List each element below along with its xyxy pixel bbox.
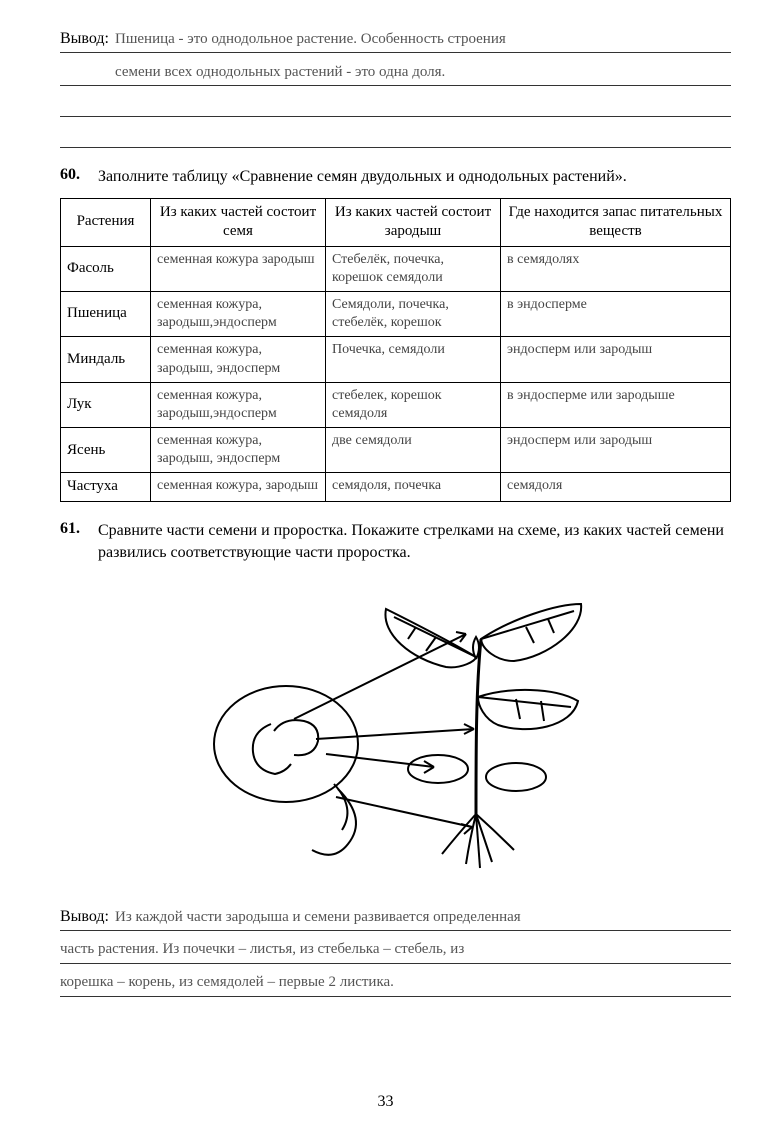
conclusion-text-line1: Из каждой части зародыша и семени развив… bbox=[115, 909, 521, 926]
conclusion-text-line2: часть растения. Из почечки – листья, из … bbox=[60, 941, 464, 958]
cell: семенная кожура, зародыш,эндосперм bbox=[151, 291, 326, 336]
row-label: Ясень bbox=[61, 428, 151, 473]
row-label: Миндаль bbox=[61, 337, 151, 382]
table-row: Частуха семенная кожура, зародыш семядол… bbox=[61, 473, 731, 502]
conclusion-label: Вывод: bbox=[60, 908, 109, 926]
cell: семенная кожура, зародыш bbox=[151, 473, 326, 502]
cell: семенная кожура, зародыш, эндосперм bbox=[151, 428, 326, 473]
conclusion-text-line3: корешка – корень, из семядолей – первые … bbox=[60, 974, 394, 991]
task-61: 61. Сравните части семени и проростка. П… bbox=[60, 520, 731, 563]
cell: Почечка, семядоли bbox=[326, 337, 501, 382]
row-label: Лук bbox=[61, 382, 151, 427]
blank-line bbox=[60, 96, 731, 117]
table-header: Где находится запас питательных веществ bbox=[501, 198, 731, 246]
task-number: 60. bbox=[60, 166, 90, 188]
table-header: Из каких частей состоит семя bbox=[151, 198, 326, 246]
table-row: Лук семенная кожура, зародыш,эндосперм с… bbox=[61, 382, 731, 427]
seed-seedling-diagram bbox=[60, 579, 731, 884]
row-label: Пшеница bbox=[61, 291, 151, 336]
cell: в эндосперме bbox=[501, 291, 731, 336]
conclusion-text-line1: Пшеница - это однодольное растение. Особ… bbox=[115, 31, 506, 48]
task-text: Заполните таблицу «Сравнение семян двудо… bbox=[98, 166, 627, 188]
conclusion-text-line2: семени всех однодольных растений - это о… bbox=[115, 64, 445, 81]
cell: эндосперм или зародыш bbox=[501, 428, 731, 473]
task-number: 61. bbox=[60, 520, 90, 563]
table-row: Фасоль семенная кожура зародыш Стебелёк,… bbox=[61, 246, 731, 291]
comparison-table: Растения Из каких частей состоит семя Из… bbox=[60, 198, 731, 502]
cell: семенная кожура, зародыш, эндосперм bbox=[151, 337, 326, 382]
cell: в семядолях bbox=[501, 246, 731, 291]
bottom-conclusion: Вывод: Из каждой части зародыша и семени… bbox=[60, 908, 731, 997]
cell: в эндосперме или зародыше bbox=[501, 382, 731, 427]
cell: две семядоли bbox=[326, 428, 501, 473]
table-row: Пшеница семенная кожура, зародыш,эндоспе… bbox=[61, 291, 731, 336]
table-row: Миндаль семенная кожура, зародыш, эндосп… bbox=[61, 337, 731, 382]
cell: стебелек, корешок семядоля bbox=[326, 382, 501, 427]
conclusion-label: Вывод: bbox=[60, 30, 109, 48]
page-number: 33 bbox=[0, 1093, 771, 1111]
blank-line bbox=[60, 127, 731, 148]
cell: семенная кожура, зародыш,эндосперм bbox=[151, 382, 326, 427]
cell: эндосперм или зародыш bbox=[501, 337, 731, 382]
task-text: Сравните части семени и проростка. Покаж… bbox=[98, 520, 731, 563]
row-label: Фасоль bbox=[61, 246, 151, 291]
cell: Семядоли, почечка, стебелёк, корешок bbox=[326, 291, 501, 336]
cell: семядоля, почечка bbox=[326, 473, 501, 502]
task-60: 60. Заполните таблицу «Сравнение семян д… bbox=[60, 166, 731, 188]
cell: семядоля bbox=[501, 473, 731, 502]
table-header: Растения bbox=[61, 198, 151, 246]
cell: семенная кожура зародыш bbox=[151, 246, 326, 291]
top-conclusion: Вывод: Пшеница - это однодольное растени… bbox=[60, 30, 731, 148]
row-label: Частуха bbox=[61, 473, 151, 502]
cell: Стебелёк, почечка, корешок семядоли bbox=[326, 246, 501, 291]
table-row: Ясень семенная кожура, зародыш, эндоспер… bbox=[61, 428, 731, 473]
diagram-svg bbox=[176, 579, 616, 879]
table-header: Из каких частей состоит зародыш bbox=[326, 198, 501, 246]
